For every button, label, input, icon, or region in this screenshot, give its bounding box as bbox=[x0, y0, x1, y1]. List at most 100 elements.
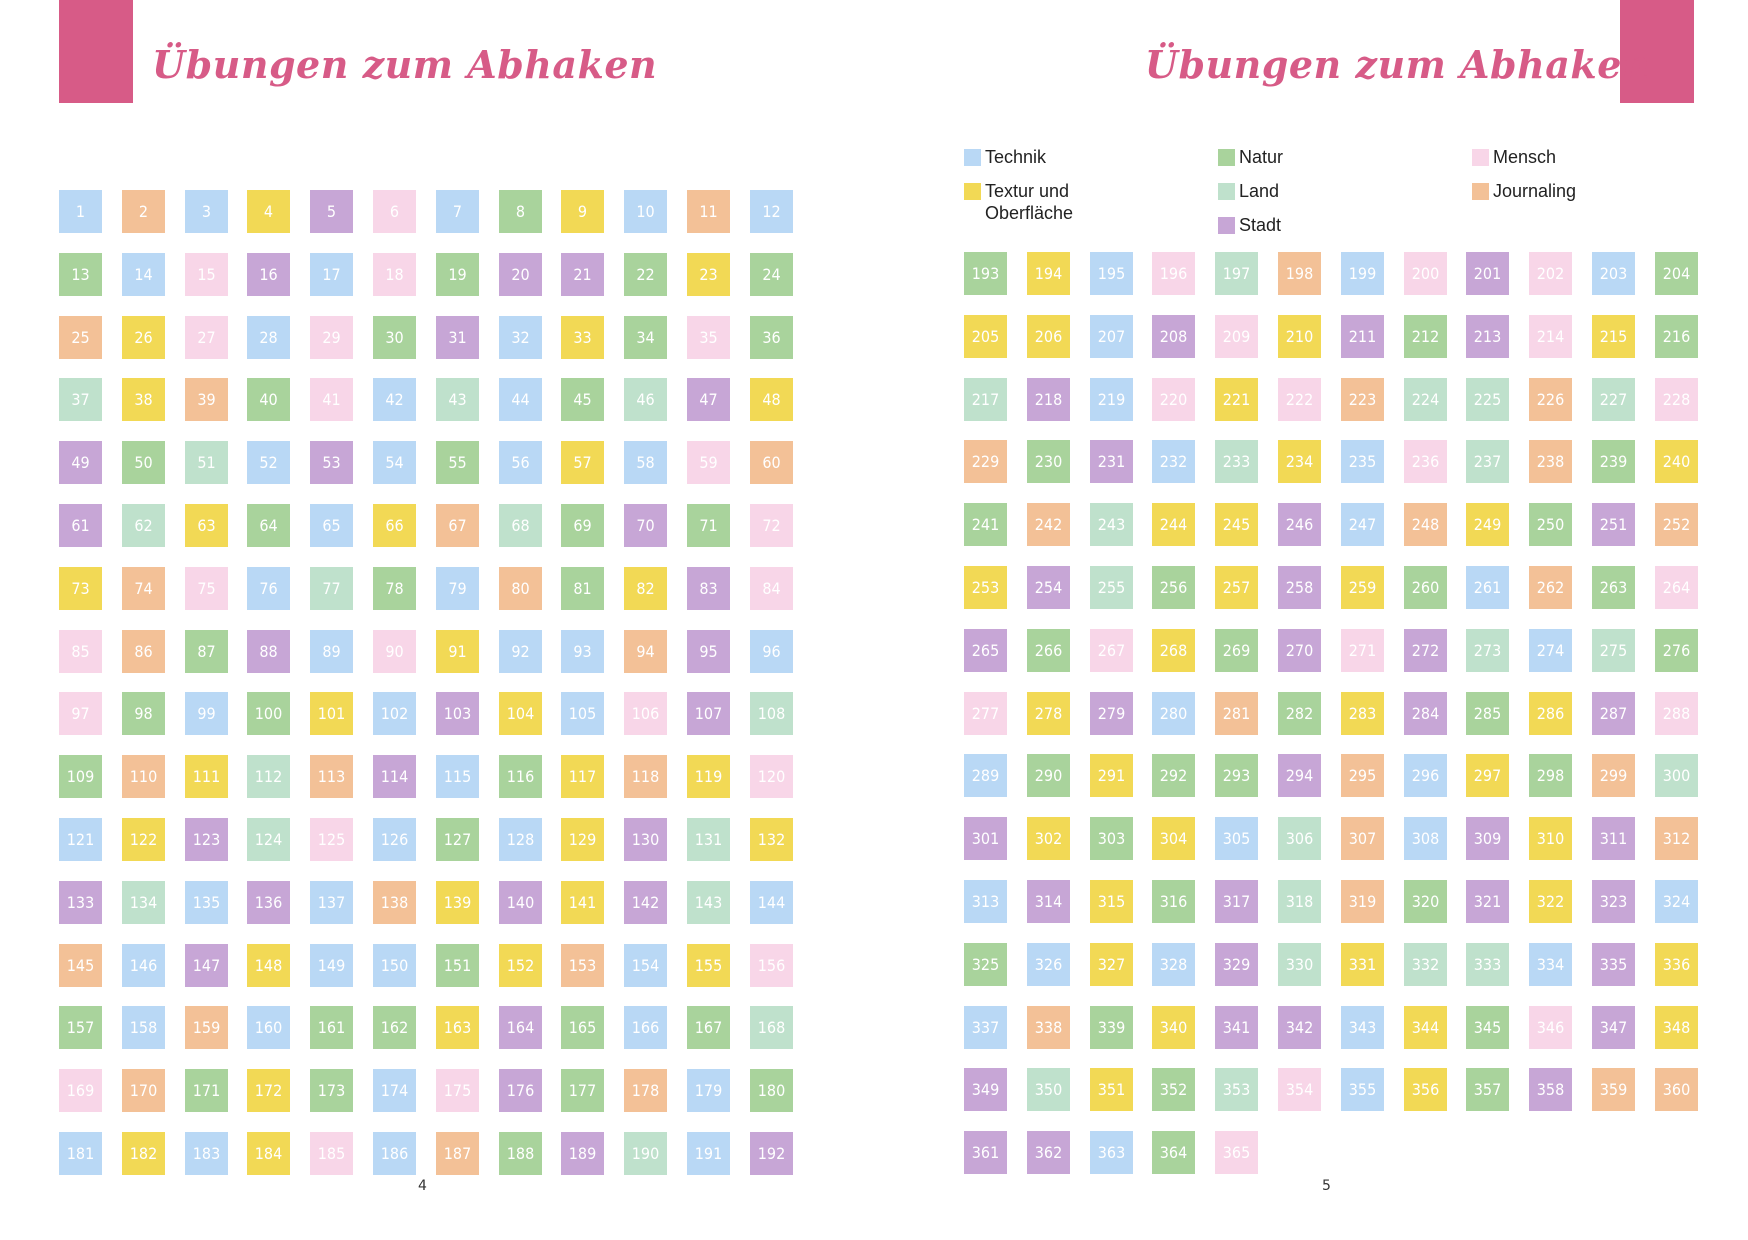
exercise-checkbox-240[interactable]: 240 bbox=[1655, 440, 1698, 483]
exercise-checkbox-36[interactable]: 36 bbox=[750, 316, 793, 359]
exercise-checkbox-22[interactable]: 22 bbox=[624, 253, 667, 296]
exercise-checkbox-315[interactable]: 315 bbox=[1090, 880, 1133, 923]
exercise-checkbox-239[interactable]: 239 bbox=[1592, 440, 1635, 483]
exercise-checkbox-72[interactable]: 72 bbox=[750, 504, 793, 547]
exercise-checkbox-204[interactable]: 204 bbox=[1655, 252, 1698, 295]
exercise-checkbox-66[interactable]: 66 bbox=[373, 504, 416, 547]
exercise-checkbox-127[interactable]: 127 bbox=[436, 818, 479, 861]
exercise-checkbox-24[interactable]: 24 bbox=[750, 253, 793, 296]
exercise-checkbox-246[interactable]: 246 bbox=[1278, 503, 1321, 546]
exercise-checkbox-141[interactable]: 141 bbox=[561, 881, 604, 924]
exercise-checkbox-318[interactable]: 318 bbox=[1278, 880, 1321, 923]
exercise-checkbox-28[interactable]: 28 bbox=[247, 316, 290, 359]
exercise-checkbox-311[interactable]: 311 bbox=[1592, 817, 1635, 860]
exercise-checkbox-177[interactable]: 177 bbox=[561, 1069, 604, 1112]
exercise-checkbox-97[interactable]: 97 bbox=[59, 692, 102, 735]
exercise-checkbox-160[interactable]: 160 bbox=[247, 1006, 290, 1049]
exercise-checkbox-325[interactable]: 325 bbox=[964, 943, 1007, 986]
exercise-checkbox-138[interactable]: 138 bbox=[373, 881, 416, 924]
exercise-checkbox-237[interactable]: 237 bbox=[1466, 440, 1509, 483]
exercise-checkbox-189[interactable]: 189 bbox=[561, 1132, 604, 1175]
exercise-checkbox-25[interactable]: 25 bbox=[59, 316, 102, 359]
exercise-checkbox-255[interactable]: 255 bbox=[1090, 566, 1133, 609]
exercise-checkbox-355[interactable]: 355 bbox=[1341, 1068, 1384, 1111]
exercise-checkbox-155[interactable]: 155 bbox=[687, 944, 730, 987]
exercise-checkbox-99[interactable]: 99 bbox=[185, 692, 228, 735]
exercise-checkbox-218[interactable]: 218 bbox=[1027, 378, 1070, 421]
exercise-checkbox-181[interactable]: 181 bbox=[59, 1132, 102, 1175]
exercise-checkbox-63[interactable]: 63 bbox=[185, 504, 228, 547]
exercise-checkbox-154[interactable]: 154 bbox=[624, 944, 667, 987]
exercise-checkbox-74[interactable]: 74 bbox=[122, 567, 165, 610]
exercise-checkbox-163[interactable]: 163 bbox=[436, 1006, 479, 1049]
exercise-checkbox-207[interactable]: 207 bbox=[1090, 315, 1133, 358]
exercise-checkbox-65[interactable]: 65 bbox=[310, 504, 353, 547]
exercise-checkbox-216[interactable]: 216 bbox=[1655, 315, 1698, 358]
exercise-checkbox-277[interactable]: 277 bbox=[964, 692, 1007, 735]
exercise-checkbox-172[interactable]: 172 bbox=[247, 1069, 290, 1112]
exercise-checkbox-314[interactable]: 314 bbox=[1027, 880, 1070, 923]
exercise-checkbox-306[interactable]: 306 bbox=[1278, 817, 1321, 860]
exercise-checkbox-19[interactable]: 19 bbox=[436, 253, 479, 296]
exercise-checkbox-295[interactable]: 295 bbox=[1341, 754, 1384, 797]
exercise-checkbox-139[interactable]: 139 bbox=[436, 881, 479, 924]
exercise-checkbox-151[interactable]: 151 bbox=[436, 944, 479, 987]
exercise-checkbox-275[interactable]: 275 bbox=[1592, 629, 1635, 672]
exercise-checkbox-261[interactable]: 261 bbox=[1466, 566, 1509, 609]
exercise-checkbox-197[interactable]: 197 bbox=[1215, 252, 1258, 295]
exercise-checkbox-317[interactable]: 317 bbox=[1215, 880, 1258, 923]
exercise-checkbox-173[interactable]: 173 bbox=[310, 1069, 353, 1112]
exercise-checkbox-221[interactable]: 221 bbox=[1215, 378, 1258, 421]
exercise-checkbox-195[interactable]: 195 bbox=[1090, 252, 1133, 295]
exercise-checkbox-265[interactable]: 265 bbox=[964, 629, 1007, 672]
exercise-checkbox-80[interactable]: 80 bbox=[499, 567, 542, 610]
exercise-checkbox-100[interactable]: 100 bbox=[247, 692, 290, 735]
exercise-checkbox-198[interactable]: 198 bbox=[1278, 252, 1321, 295]
exercise-checkbox-193[interactable]: 193 bbox=[964, 252, 1007, 295]
exercise-checkbox-214[interactable]: 214 bbox=[1529, 315, 1572, 358]
exercise-checkbox-270[interactable]: 270 bbox=[1278, 629, 1321, 672]
exercise-checkbox-95[interactable]: 95 bbox=[687, 630, 730, 673]
exercise-checkbox-23[interactable]: 23 bbox=[687, 253, 730, 296]
exercise-checkbox-178[interactable]: 178 bbox=[624, 1069, 667, 1112]
exercise-checkbox-3[interactable]: 3 bbox=[185, 190, 228, 233]
exercise-checkbox-238[interactable]: 238 bbox=[1529, 440, 1572, 483]
exercise-checkbox-166[interactable]: 166 bbox=[624, 1006, 667, 1049]
exercise-checkbox-87[interactable]: 87 bbox=[185, 630, 228, 673]
exercise-checkbox-188[interactable]: 188 bbox=[499, 1132, 542, 1175]
exercise-checkbox-165[interactable]: 165 bbox=[561, 1006, 604, 1049]
exercise-checkbox-192[interactable]: 192 bbox=[750, 1132, 793, 1175]
exercise-checkbox-175[interactable]: 175 bbox=[436, 1069, 479, 1112]
exercise-checkbox-159[interactable]: 159 bbox=[185, 1006, 228, 1049]
exercise-checkbox-338[interactable]: 338 bbox=[1027, 1006, 1070, 1049]
exercise-checkbox-201[interactable]: 201 bbox=[1466, 252, 1509, 295]
exercise-checkbox-330[interactable]: 330 bbox=[1278, 943, 1321, 986]
exercise-checkbox-84[interactable]: 84 bbox=[750, 567, 793, 610]
exercise-checkbox-264[interactable]: 264 bbox=[1655, 566, 1698, 609]
exercise-checkbox-34[interactable]: 34 bbox=[624, 316, 667, 359]
exercise-checkbox-98[interactable]: 98 bbox=[122, 692, 165, 735]
exercise-checkbox-226[interactable]: 226 bbox=[1529, 378, 1572, 421]
exercise-checkbox-42[interactable]: 42 bbox=[373, 378, 416, 421]
exercise-checkbox-349[interactable]: 349 bbox=[964, 1068, 1007, 1111]
exercise-checkbox-224[interactable]: 224 bbox=[1404, 378, 1447, 421]
exercise-checkbox-280[interactable]: 280 bbox=[1152, 692, 1195, 735]
exercise-checkbox-310[interactable]: 310 bbox=[1529, 817, 1572, 860]
exercise-checkbox-126[interactable]: 126 bbox=[373, 818, 416, 861]
exercise-checkbox-125[interactable]: 125 bbox=[310, 818, 353, 861]
exercise-checkbox-69[interactable]: 69 bbox=[561, 504, 604, 547]
exercise-checkbox-108[interactable]: 108 bbox=[750, 692, 793, 735]
exercise-checkbox-101[interactable]: 101 bbox=[310, 692, 353, 735]
exercise-checkbox-319[interactable]: 319 bbox=[1341, 880, 1384, 923]
exercise-checkbox-296[interactable]: 296 bbox=[1404, 754, 1447, 797]
exercise-checkbox-215[interactable]: 215 bbox=[1592, 315, 1635, 358]
exercise-checkbox-182[interactable]: 182 bbox=[122, 1132, 165, 1175]
exercise-checkbox-158[interactable]: 158 bbox=[122, 1006, 165, 1049]
exercise-checkbox-174[interactable]: 174 bbox=[373, 1069, 416, 1112]
exercise-checkbox-263[interactable]: 263 bbox=[1592, 566, 1635, 609]
exercise-checkbox-38[interactable]: 38 bbox=[122, 378, 165, 421]
exercise-checkbox-259[interactable]: 259 bbox=[1341, 566, 1384, 609]
exercise-checkbox-219[interactable]: 219 bbox=[1090, 378, 1133, 421]
exercise-checkbox-33[interactable]: 33 bbox=[561, 316, 604, 359]
exercise-checkbox-118[interactable]: 118 bbox=[624, 755, 667, 798]
